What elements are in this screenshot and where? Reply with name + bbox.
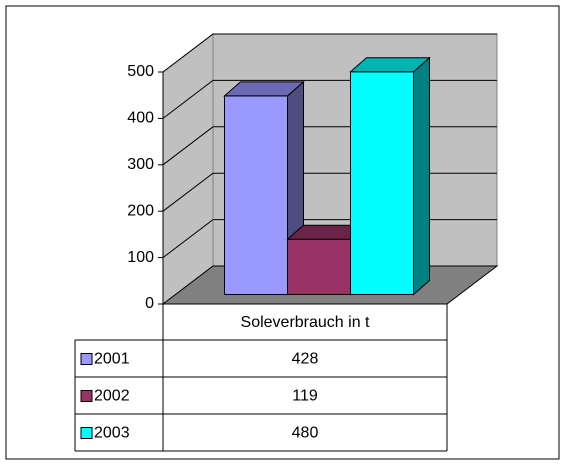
legend-label: 2003 <box>94 425 130 442</box>
bar-top <box>223 81 305 97</box>
bar-front <box>287 238 351 295</box>
y-tick-label: 100 <box>127 249 154 266</box>
table-value: 480 <box>292 425 319 442</box>
y-tick-label: 400 <box>127 110 154 127</box>
legend-label: 2002 <box>94 388 130 405</box>
y-tick-label: 200 <box>127 202 154 219</box>
y-tick-label: 300 <box>127 156 154 173</box>
y-tick-label: 0 <box>145 295 154 312</box>
legend-label: 2001 <box>94 351 130 368</box>
side-wall <box>162 32 214 306</box>
grid-line <box>162 33 497 73</box>
legend-key <box>80 353 93 365</box>
bar-top <box>349 57 431 73</box>
table-value: 119 <box>292 388 318 405</box>
legend-key <box>80 427 93 439</box>
table-header: Soleverbrauch in t <box>241 314 371 331</box>
legend-key <box>80 390 93 402</box>
bar-front <box>224 95 288 295</box>
table-value: 428 <box>292 351 319 368</box>
bar-front <box>350 71 414 295</box>
y-tick-label: 500 <box>127 63 154 80</box>
bar-side <box>413 56 430 296</box>
